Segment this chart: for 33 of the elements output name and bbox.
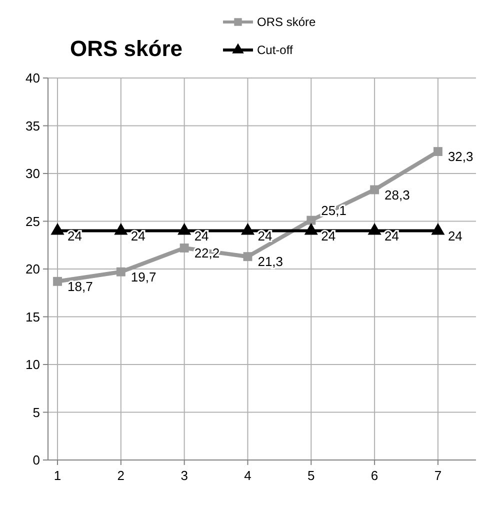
chart-title: ORS skóre bbox=[70, 36, 182, 61]
x-tick-label: 7 bbox=[434, 468, 442, 483]
y-tick-label: 0 bbox=[32, 452, 40, 468]
data-label: 24 bbox=[384, 228, 400, 244]
data-label: 24 bbox=[258, 228, 272, 244]
y-tick-label: 15 bbox=[26, 309, 40, 324]
y-tick-label: 5 bbox=[32, 404, 40, 420]
data-label: 21,3 bbox=[258, 254, 284, 270]
y-tick-label: 10 bbox=[26, 357, 40, 372]
x-tick-label: 4 bbox=[244, 468, 252, 483]
x-tick-label: 2 bbox=[117, 468, 125, 483]
y-tick-label: 25 bbox=[26, 214, 40, 229]
y-tick-label: 35 bbox=[26, 118, 40, 134]
data-label: 18,7 bbox=[68, 278, 93, 294]
x-tick-label: 3 bbox=[180, 468, 188, 483]
data-label: 24 bbox=[68, 228, 82, 244]
x-tick-label: 1 bbox=[54, 468, 62, 483]
data-label: 25,1 bbox=[321, 202, 346, 218]
y-tick-label: 20 bbox=[26, 262, 40, 277]
data-label: 24 bbox=[130, 228, 146, 244]
data-label: 19,7 bbox=[130, 269, 156, 284]
data-label: 24 bbox=[448, 228, 462, 244]
x-tick-label: 5 bbox=[308, 468, 315, 483]
data-label: 24 bbox=[321, 228, 336, 244]
legend-label: Cut-off bbox=[257, 43, 294, 58]
legend-label: ORS skóre bbox=[257, 15, 316, 30]
y-tick-label: 40 bbox=[26, 70, 40, 86]
x-tick-label: 6 bbox=[370, 468, 378, 483]
data-label: 22,2 bbox=[194, 246, 220, 261]
data-label: 28,3 bbox=[384, 187, 410, 202]
data-label: 32,3 bbox=[448, 149, 474, 164]
y-tick-label: 30 bbox=[26, 166, 40, 182]
data-label: 24 bbox=[194, 228, 209, 244]
